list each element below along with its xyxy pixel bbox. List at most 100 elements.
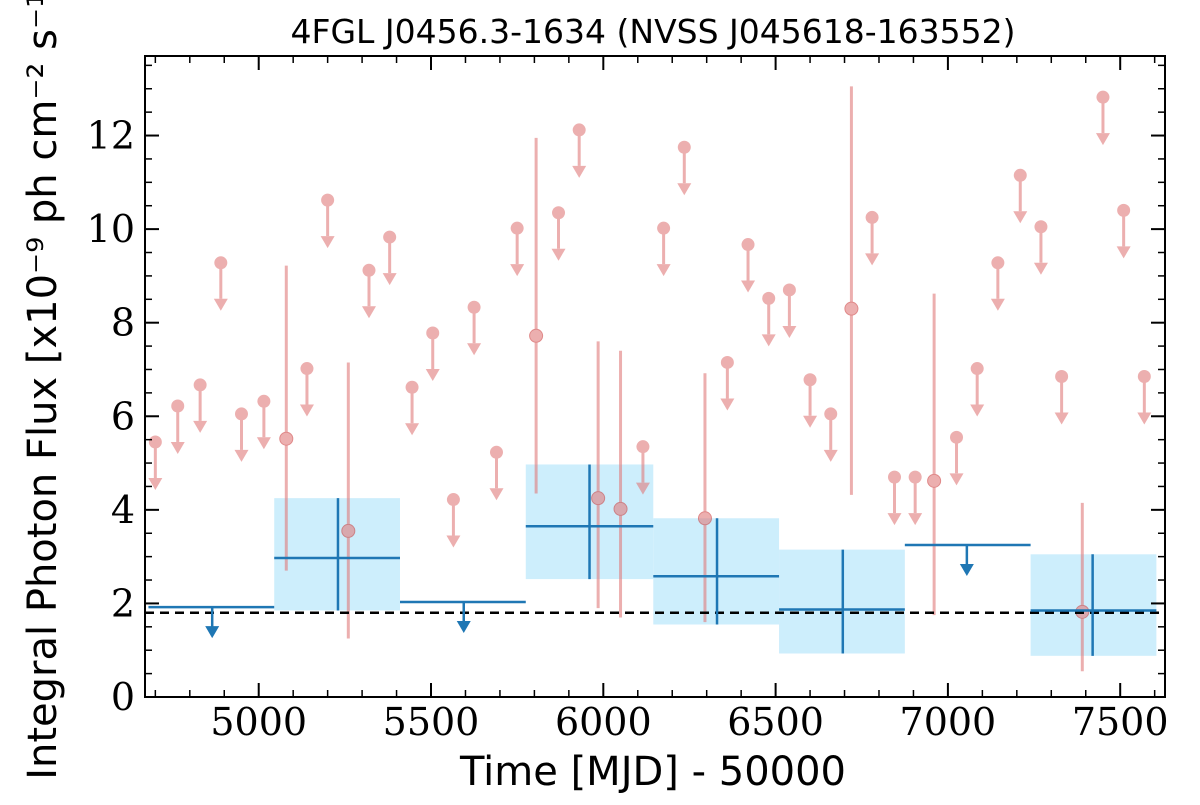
short-bin-upper-limit-point [510,221,524,235]
short-bin-upper-limit-point [426,326,440,340]
short-bin-upper-limit-arrow [213,298,228,311]
short-bin-point [279,431,294,446]
short-bin-upper-limit-point [572,123,586,137]
short-bin-upper-limit-arrow [1137,412,1152,425]
short-bin-upper-limit-arrow [1116,246,1131,259]
short-bin-upper-limit-arrow [990,298,1005,311]
short-bin-upper-limit-arrow [656,264,671,277]
short-bin-upper-limit-point [762,291,776,305]
short-bin-upper-limit-point [489,445,503,459]
short-bin-upper-limit-point [1055,370,1069,383]
short-bin-upper-limit-point [1117,203,1131,217]
short-bin-upper-limit-point [824,407,838,421]
y-tick-label: 2 [111,581,135,625]
short-bin-upper-limit-point [636,440,650,454]
short-bin-upper-limit-arrow [908,513,923,526]
short-bin-point [697,511,712,526]
short-bin-upper-limit-point [970,362,984,376]
short-bin-upper-limit-point [803,373,817,387]
short-bin-upper-limit-point [405,380,419,394]
short-bin-upper-limit-arrow [970,404,985,417]
y-tick-label: 8 [111,301,135,345]
short-bin-upper-limit-arrow [256,437,271,450]
short-bin-upper-limit-point [1034,220,1048,234]
short-bin-upper-limit-point [193,378,207,392]
short-bin-upper-limit-point [741,238,755,252]
short-bin-upper-limit-arrow [677,183,692,196]
short-bin-upper-limit-point [782,283,796,297]
short-bin-upper-limit-arrow [446,535,461,548]
short-bin-upper-limit-point [720,355,734,369]
chart-title: 4FGL J0456.3-1634 (NVSS J045618-163552) [291,12,1016,51]
short-bin-upper-limit-arrow [405,423,420,436]
y-tick-label: 6 [111,394,135,438]
x-tick-label: 6000 [555,700,652,744]
short-bin-upper-limit-arrow [361,306,376,319]
short-bin-upper-limit-point [383,230,397,244]
long-bin-upper-limit-arrow [456,621,471,634]
short-bin-point [844,301,859,316]
short-bin-upper-limit-arrow [551,248,566,261]
y-axis-label: Integral Photon Flux [x10⁻⁹ ph cm⁻² s⁻¹] [20,0,66,780]
plot-frame [144,55,1166,698]
short-bin-upper-limit-arrow [803,415,818,428]
short-bin-upper-limit-point [234,407,248,421]
x-tick-label: 5500 [383,700,480,744]
y-tick-label: 4 [111,488,135,532]
plot-area: 5000 5500 6000 6500 7000 7500 0 2 4 6 8 10 12 [87,55,1169,744]
x-tick-label: 7000 [900,700,997,744]
short-bin-upper-limit-arrow [949,473,964,486]
short-bin-upper-limit-point [362,263,376,277]
short-bin-upper-limit-point [300,362,314,376]
short-bin-point [529,328,544,343]
short-bin-point [341,523,356,538]
short-bin-upper-limit-point [950,430,964,444]
short-bin-upper-limit-arrow [720,398,735,411]
short-bin-upper-limit-arrow [425,368,440,381]
long-bin-upper-limit-arrow [205,626,220,639]
short-bin-upper-limit-arrow [234,449,249,462]
short-bin-upper-limit-point [214,256,228,270]
short-bin-upper-limit-arrow [510,264,525,277]
short-bin-upper-limit-arrow [320,236,335,249]
short-bin-upper-limit-arrow [489,488,504,501]
x-tick-label: 6500 [727,700,824,744]
short-bin-upper-limit-arrow [572,165,587,178]
short-bin-upper-limit-point [991,256,1005,270]
short-bin-upper-limit-arrow [1033,262,1048,275]
short-bin-upper-limit-point [552,206,566,220]
short-bin-upper-limit-point [1137,370,1151,383]
x-axis-label: Time [MJD] - 50000 [459,749,846,795]
short-bin-upper-limit-point [865,210,879,224]
short-bin-upper-limit-arrow [887,513,902,526]
x-tick-label: 5000 [210,700,307,744]
short-bin-upper-limit-point [446,493,460,507]
short-bin-upper-limit-arrow [865,253,880,266]
y-tick-label: 10 [87,207,135,251]
short-bin-series [148,86,1152,672]
x-tick-label: 7500 [1072,700,1169,744]
y-tick-label: 0 [111,675,135,719]
short-bin-upper-limit-arrow [635,482,650,495]
short-bin-point [591,491,606,506]
short-bin-point [613,501,628,516]
short-bin-upper-limit-point [908,470,922,484]
short-bin-upper-limit-point [171,399,185,413]
short-bin-upper-limit-arrow [467,343,482,356]
short-bin-upper-limit-arrow [148,478,163,491]
short-bin-upper-limit-arrow [299,404,314,417]
short-bin-upper-limit-point [1096,90,1110,104]
short-bin-upper-limit-arrow [1095,133,1110,146]
short-bin-upper-limit-arrow [741,280,756,293]
short-bin-upper-limit-arrow [1054,412,1069,425]
short-bin-upper-limit-arrow [1013,211,1028,224]
short-bin-upper-limit-point [657,221,671,235]
short-bin-upper-limit-arrow [170,441,185,454]
short-bin-upper-limit-point [257,394,271,408]
short-bin-upper-limit-arrow [782,325,797,338]
short-bin-upper-limit-arrow [193,420,208,433]
short-bin-upper-limit-point [148,435,162,449]
short-bin-upper-limit-point [1013,168,1027,182]
